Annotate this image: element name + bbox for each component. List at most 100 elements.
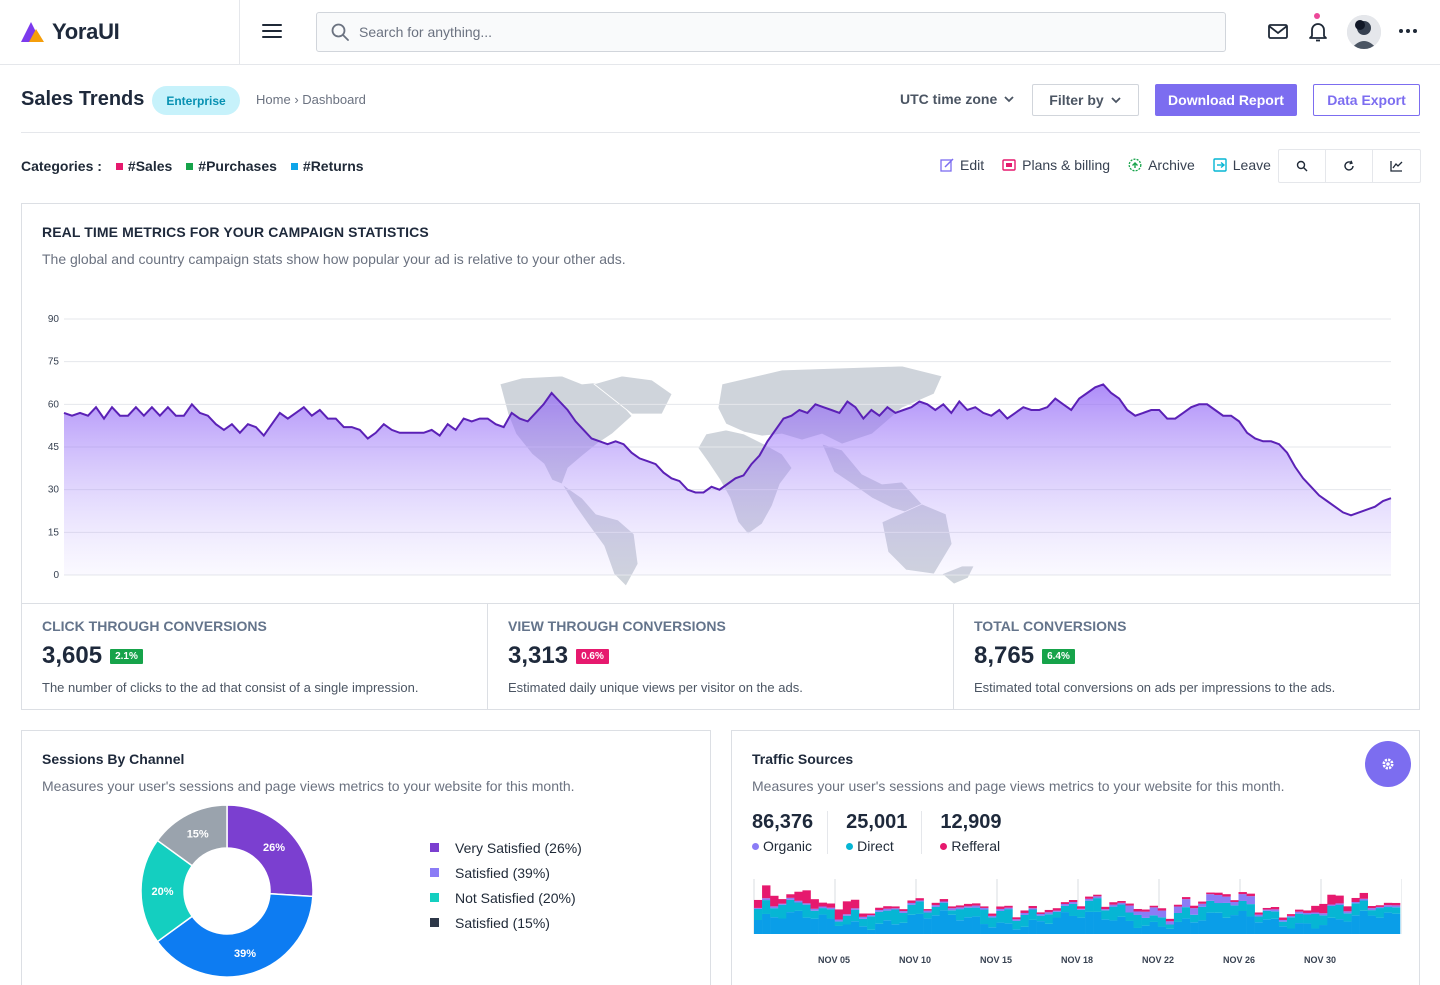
traffic-bar xyxy=(1254,914,1264,917)
traffic-bar xyxy=(915,901,924,914)
traffic-bar xyxy=(834,921,844,926)
traffic-bar xyxy=(1036,915,1046,922)
legend-label: Satisfied (15%) xyxy=(455,914,550,931)
bell-icon[interactable] xyxy=(1307,20,1329,42)
traffic-bar xyxy=(1133,914,1142,928)
more-icon[interactable] xyxy=(1397,20,1419,42)
traffic-bar xyxy=(1101,906,1110,910)
timezone-dropdown[interactable]: UTC time zone xyxy=(900,91,1015,107)
traffic-bar xyxy=(1391,907,1401,914)
avatar[interactable] xyxy=(1347,15,1381,49)
traffic-bar xyxy=(1359,910,1369,934)
view-tools xyxy=(1278,149,1421,183)
search-input[interactable] xyxy=(359,24,1159,40)
stat-badge: 0.6% xyxy=(576,648,609,664)
traffic-bar xyxy=(1343,913,1352,922)
traffic-bar xyxy=(1367,910,1377,916)
donut-legend: Very Satisfied (26%) Satisfied (39%) Not… xyxy=(430,835,582,935)
traffic-bar xyxy=(915,900,924,902)
traffic-bar xyxy=(778,899,787,904)
settings-button[interactable] xyxy=(1365,741,1411,787)
filter-button[interactable]: Filter by xyxy=(1032,84,1139,116)
traffic-bar xyxy=(1077,906,1086,909)
card-title: Sessions By Channel xyxy=(42,751,185,767)
traffic-bar xyxy=(858,913,868,917)
traffic-bar xyxy=(1246,916,1255,934)
archive-label: Archive xyxy=(1148,157,1195,173)
traffic-bar xyxy=(1109,902,1118,905)
donut-slice[interactable] xyxy=(156,804,228,867)
traffic-bar-chart: NOV 05 NOV 10 NOV 15 NOV 18 NOV 22 NOV 26 NOV … xyxy=(753,879,1402,965)
leave-action[interactable]: Leave xyxy=(1213,157,1271,173)
mail-icon[interactable] xyxy=(1267,20,1289,42)
data-export-button[interactable]: Data Export xyxy=(1313,84,1420,116)
x-tick-label: NOV 18 xyxy=(1061,955,1093,965)
traffic-bar xyxy=(1157,917,1167,927)
archive-icon xyxy=(1128,158,1142,172)
archive-action[interactable]: Archive xyxy=(1128,157,1195,173)
refresh-button[interactable] xyxy=(1326,150,1373,182)
traffic-bar xyxy=(834,919,844,922)
traffic-bar xyxy=(1327,894,1336,905)
traffic-bar xyxy=(988,917,997,928)
card-subtitle: Measures your user's sessions and page v… xyxy=(752,778,1285,794)
traffic-bar xyxy=(1262,907,1272,910)
traffic-bar xyxy=(1246,896,1255,905)
traffic-bar xyxy=(1012,919,1021,921)
traffic-bar xyxy=(778,903,787,905)
traffic-bar xyxy=(834,909,844,920)
billing-action[interactable]: Plans & billing xyxy=(1002,157,1110,173)
traffic-card: Traffic Sources Measures your user's ses… xyxy=(731,730,1420,985)
traffic-bar xyxy=(1012,920,1021,930)
legend-item: Not Satisfied (20%) xyxy=(430,885,582,910)
stat-click-through: CLICK THROUGH CONVERSIONS 3,605 2.1% The… xyxy=(22,604,488,709)
search-box[interactable] xyxy=(316,12,1226,52)
traffic-bar xyxy=(1367,908,1377,911)
traffic-bar xyxy=(1036,913,1046,916)
legend-swatch xyxy=(430,843,439,852)
card-subtitle: The global and country campaign stats sh… xyxy=(42,251,626,267)
traffic-bar xyxy=(1093,896,1102,899)
traffic-bar xyxy=(1343,906,1352,912)
traffic-bar xyxy=(1125,903,1134,906)
download-report-button[interactable]: Download Report xyxy=(1155,84,1297,116)
traffic-bar xyxy=(875,910,884,912)
edit-action[interactable]: Edit xyxy=(940,157,984,173)
traffic-bar xyxy=(1028,908,1037,910)
traffic-bar xyxy=(1383,905,1393,908)
traffic-bar xyxy=(794,910,803,934)
traffic-bar xyxy=(1222,917,1231,934)
x-tick-label: NOV 30 xyxy=(1304,955,1336,965)
area-series-line xyxy=(63,383,1392,517)
donut-slice[interactable] xyxy=(156,892,314,978)
brand[interactable]: YoraUI xyxy=(0,0,240,64)
chart-button[interactable] xyxy=(1373,150,1420,182)
traffic-bar xyxy=(1181,918,1191,934)
donut-slice[interactable] xyxy=(226,804,314,898)
traffic-label: Organic xyxy=(763,838,813,854)
traffic-bar xyxy=(762,885,771,899)
breadcrumb-home[interactable]: Home xyxy=(256,92,291,107)
category-purchases[interactable]: #Purchases xyxy=(186,158,277,174)
traffic-bar xyxy=(1020,912,1029,915)
traffic-bar xyxy=(1359,898,1369,901)
traffic-bar xyxy=(947,914,957,934)
traffic-bar xyxy=(875,907,884,911)
traffic-bar xyxy=(1141,917,1150,926)
traffic-bar xyxy=(826,903,836,908)
traffic-stat-direct: 25,001 Direct xyxy=(846,811,923,854)
traffic-bar xyxy=(1028,919,1037,934)
traffic-bar xyxy=(754,899,763,908)
menu-icon[interactable] xyxy=(260,20,284,44)
category-returns[interactable]: #Returns xyxy=(290,158,364,174)
traffic-bar xyxy=(1311,928,1320,934)
stat-value: 8,765 xyxy=(974,642,1035,669)
zoom-button[interactable] xyxy=(1279,150,1326,182)
category-label: #Sales xyxy=(127,158,173,174)
category-sales[interactable]: #Sales xyxy=(115,158,173,174)
traffic-bar xyxy=(939,902,949,911)
traffic-bar xyxy=(1246,904,1255,917)
traffic-bar xyxy=(915,913,924,934)
search-icon xyxy=(331,23,349,41)
traffic-bar xyxy=(1109,904,1118,907)
